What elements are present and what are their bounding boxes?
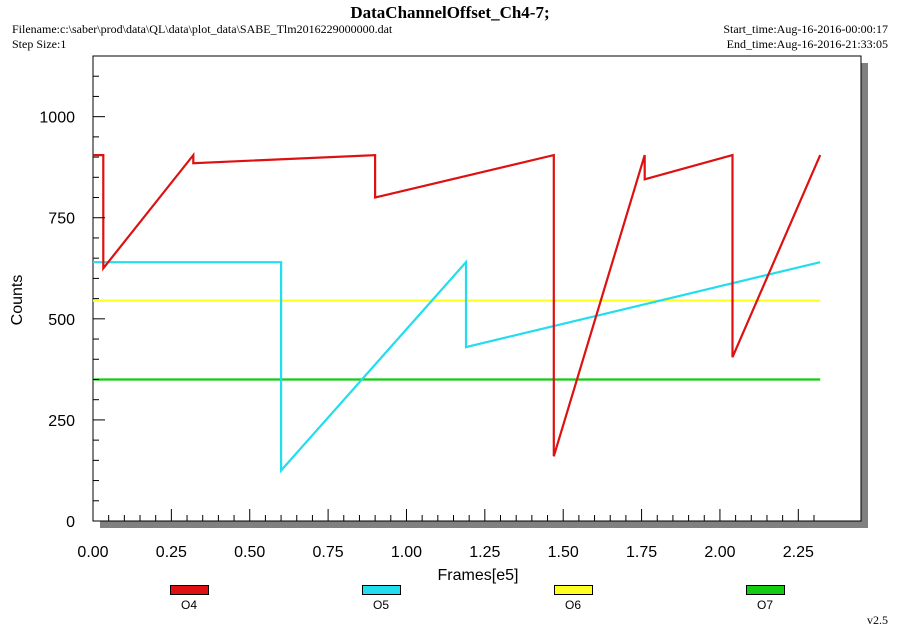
x-tick-label: 1.00 (391, 544, 422, 561)
x-tick-label: 0.00 (77, 544, 108, 561)
filename-label: Filename:c:\saber\prod\data\QL\data\plot… (12, 22, 393, 36)
start-time-label: Start_time:Aug-16-2016-00:00:17 (723, 22, 888, 36)
x-tick-label: 1.75 (626, 544, 657, 561)
x-tick-label: 0.25 (156, 544, 187, 561)
legend-label: O5 (372, 598, 389, 612)
plot-area (92, 55, 862, 522)
series-line-o5 (93, 259, 821, 474)
file-info: Filename:c:\saber\prod\data\QL\data\plot… (12, 22, 392, 52)
legend-label: O7 (756, 598, 773, 612)
y-tick-label: 250 (48, 413, 75, 430)
x-tick-label: 1.25 (469, 544, 500, 561)
legend-item-o4: O4 (159, 585, 219, 612)
legend-item-o5: O5 (351, 585, 411, 612)
legend: O4 O5 O6 O7 (0, 585, 900, 615)
y-tick-label: 0 (66, 514, 75, 531)
legend-label: O6 (564, 598, 581, 612)
y-tick-label: 500 (48, 312, 75, 329)
step-size-label: Step Size:1 (12, 37, 67, 51)
legend-swatch (553, 585, 593, 595)
axis-layer: 0.00 0.25 0.50 0.75 1.00 1.25 1.50 1.75 2.00 2.25… (39, 55, 815, 561)
chart-title: DataChannelOffset_Ch4-7; (350, 3, 550, 22)
chart-canvas: 0.00 0.25 0.50 0.75 1.00 1.25 1.50 1.75 2.00 2.25… (9, 55, 868, 584)
time-info: Start_time:Aug-16-2016-00:00:17 End_time… (723, 22, 888, 52)
legend-swatch (361, 585, 401, 595)
legend-item-o7: O7 (735, 585, 795, 612)
legend-swatch (745, 585, 785, 595)
version-label: v2.5 (867, 613, 888, 627)
y-tick-label: 750 (48, 211, 75, 228)
x-tick-label: 2.25 (783, 544, 814, 561)
x-axis-label: Frames[e5] (438, 567, 519, 584)
x-tick-label: 0.75 (313, 544, 344, 561)
series-layer (93, 151, 822, 474)
x-tick-label: 2.00 (704, 544, 735, 561)
legend-label: O4 (180, 598, 197, 612)
y-axis-label: Counts (9, 275, 26, 326)
series-line-o4 (93, 151, 822, 457)
x-tick-label: 0.50 (234, 544, 265, 561)
y-tick-label: 1000 (39, 110, 75, 127)
legend-item-o6: O6 (543, 585, 603, 612)
end-time-label: End_time:Aug-16-2016-21:33:05 (726, 37, 888, 51)
x-tick-label: 1.50 (548, 544, 579, 561)
legend-swatch (169, 585, 209, 595)
